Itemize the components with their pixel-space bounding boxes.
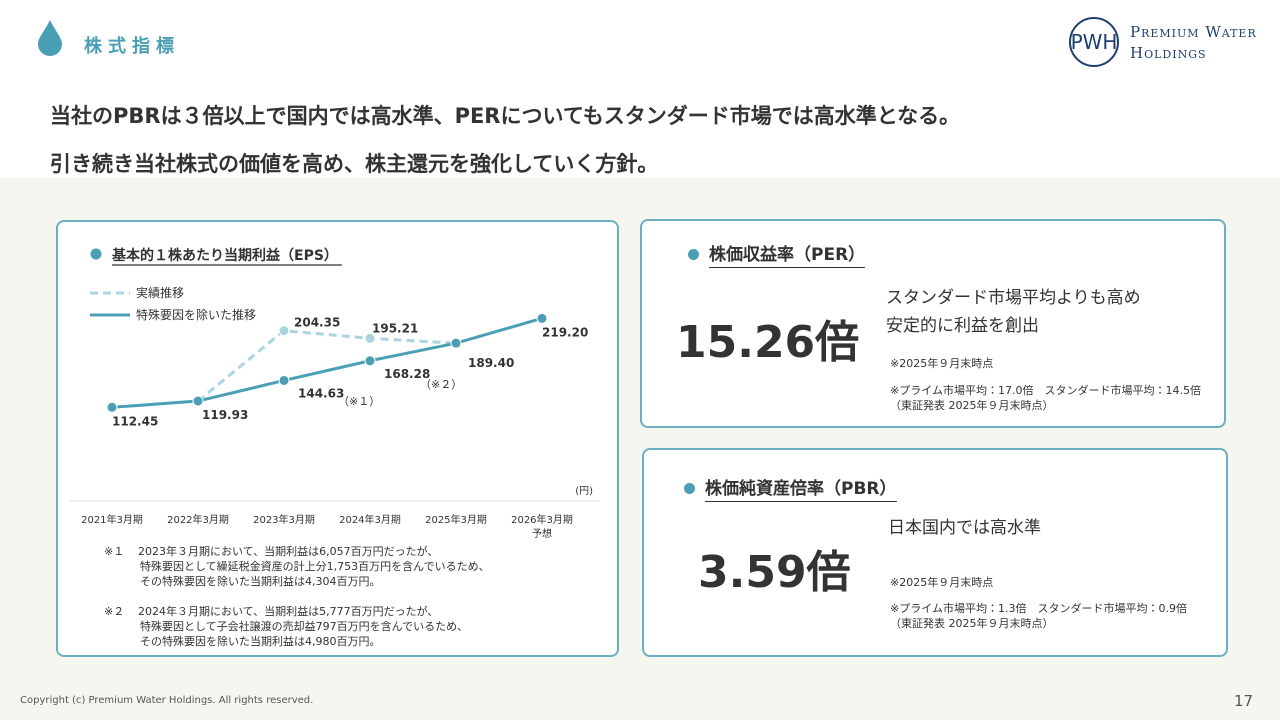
note-line: （東証発表 2025年９月末時点）: [890, 617, 1054, 630]
x-tick-label: 2025年3月期: [425, 513, 487, 526]
eps-panel: [56, 220, 619, 657]
per-note-date: ※2025年９月末時点: [890, 357, 994, 370]
note: ※１ 2023年３月期において、当期利益は6,057百万円だったが、特殊要因として…: [104, 544, 490, 589]
data-point: [364, 332, 376, 344]
water-drop-icon: [38, 20, 62, 56]
legend-label: 実績推移: [136, 285, 184, 300]
header-band: [0, 0, 1280, 178]
note-line: ※プライム市場平均：17.0倍 スタンダード市場平均：14.5倍: [890, 384, 1201, 397]
note-line: その特殊要因を除いた当期利益は4,980百万円。: [140, 635, 381, 648]
data-point: [364, 355, 376, 367]
per-panel: [640, 219, 1226, 428]
pbr-panel: [642, 448, 1228, 657]
note-line: 2023年３月期において、当期利益は6,057百万円だったが、: [138, 545, 439, 558]
section-title: 株式指標: [84, 36, 180, 57]
data-point: [106, 401, 118, 413]
per-title: 株価収益率（PER）: [709, 245, 866, 268]
pbr-note: ※プライム市場平均：1.3倍 スタンダード市場平均：0.9倍 （東証発表 2025…: [890, 601, 1187, 631]
forecast-label: 予想: [532, 527, 552, 540]
logo-monogram: PWH: [1071, 30, 1118, 54]
logo-text: Premium Water Holdings: [1130, 22, 1257, 64]
note-body: 2024年３月期において、当期利益は5,777百万円だったが、特殊要因として子会…: [138, 604, 468, 649]
title-dot: [90, 248, 102, 260]
per-heading: 株価収益率（PER）: [688, 240, 866, 268]
pbr-note-date: ※2025年９月末時点: [890, 576, 994, 589]
annotation: （※２）: [420, 378, 462, 391]
data-point: [450, 337, 462, 349]
series-line: [197, 329, 457, 403]
chart-title: 基本的１株あたり当期利益（EPS）: [112, 247, 338, 264]
unit-label: (円): [575, 486, 593, 497]
pbr-title: 株価純資産倍率（PBR）: [705, 479, 897, 502]
note-line: 特殊要因として子会社譲渡の売却益797百万円を含んでいるため、: [140, 620, 469, 633]
pbr-heading: 株価純資産倍率（PBR）: [684, 474, 897, 502]
note-mark: ※２: [104, 605, 125, 618]
note: ※２ 2024年３月期において、当期利益は5,777百万円だったが、特殊要因として…: [104, 604, 490, 649]
x-tick-label: 2022年3月期: [167, 513, 229, 526]
data-label: 219.20: [542, 325, 588, 339]
note-line: 特殊要因として繰延税金資産の計上分1,753百万円を含んでいるため、: [140, 560, 490, 573]
data-point: [536, 312, 548, 324]
note-body: 2023年３月期において、当期利益は6,057百万円だったが、特殊要因として繰延…: [138, 544, 490, 589]
x-tick-label: 2023年3月期: [253, 513, 315, 526]
per-note: ※プライム市場平均：17.0倍 スタンダード市場平均：14.5倍 （東証発表 20…: [890, 383, 1201, 413]
note-line: （東証発表 2025年９月末時点）: [890, 399, 1054, 412]
series-line: [111, 316, 543, 409]
data-label: 189.40: [468, 356, 514, 370]
logo-mark: PWH: [1069, 17, 1119, 67]
headline: 当社のPBRは３倍以上で国内では高水準、PERについてもスタンダード市場では高水…: [50, 92, 960, 188]
note-line: 2024年３月期において、当期利益は5,777百万円だったが、: [138, 605, 439, 618]
note-mark: ※１: [104, 545, 125, 558]
headline-line: 当社のPBRは３倍以上で国内では高水準、PERについてもスタンダード市場では高水…: [50, 104, 961, 128]
legend-label: 特殊要因を除いた推移: [136, 307, 256, 322]
data-label: 112.45: [112, 414, 158, 428]
logo-line: Premium Water: [1130, 23, 1257, 41]
notes: ※１ 2023年３月期において、当期利益は6,057百万円だったが、特殊要因として…: [104, 544, 490, 664]
note-line: その特殊要因を除いた当期利益は4,304百万円。: [140, 575, 381, 588]
data-point: [192, 395, 204, 407]
data-label: 119.93: [202, 408, 248, 422]
x-tick-label: 2021年3月期: [81, 513, 143, 526]
desc-line: スタンダード市場平均よりも高め: [886, 288, 1141, 308]
x-tick-label: 2026年3月期: [511, 513, 573, 526]
copyright: Copyright (c) Premium Water Holdings. Al…: [20, 695, 314, 706]
data-label: 144.63: [298, 386, 344, 400]
eps-chart: 基本的１株あたり当期利益（EPS） (円) 2021年3月期 2022年3月期 20…: [70, 247, 600, 540]
desc-line: 安定的に利益を創出: [886, 316, 1039, 336]
logo-line: Holdings: [1130, 44, 1207, 62]
note-line: ※プライム市場平均：1.3倍 スタンダード市場平均：0.9倍: [890, 602, 1187, 615]
headline-line: 引き続き当社株式の価値を高め、株主還元を強化していく方針。: [50, 152, 659, 176]
page-number: 17: [1234, 692, 1254, 710]
x-tick-label: 2024年3月期: [339, 513, 401, 526]
per-value: 15.26倍: [676, 317, 860, 368]
annotation: （※１）: [338, 395, 380, 408]
data-label: 195.21: [372, 321, 418, 335]
pbr-description: 日本国内では高水準: [888, 514, 1041, 542]
desc-line: 日本国内では高水準: [888, 518, 1041, 538]
per-description: スタンダード市場平均よりも高め 安定的に利益を創出: [886, 284, 1141, 340]
pbr-value: 3.59倍: [698, 547, 851, 598]
data-point: [278, 374, 290, 386]
data-point: [278, 325, 290, 337]
data-label: 204.35: [294, 316, 340, 330]
data-label: 168.28: [384, 367, 430, 381]
